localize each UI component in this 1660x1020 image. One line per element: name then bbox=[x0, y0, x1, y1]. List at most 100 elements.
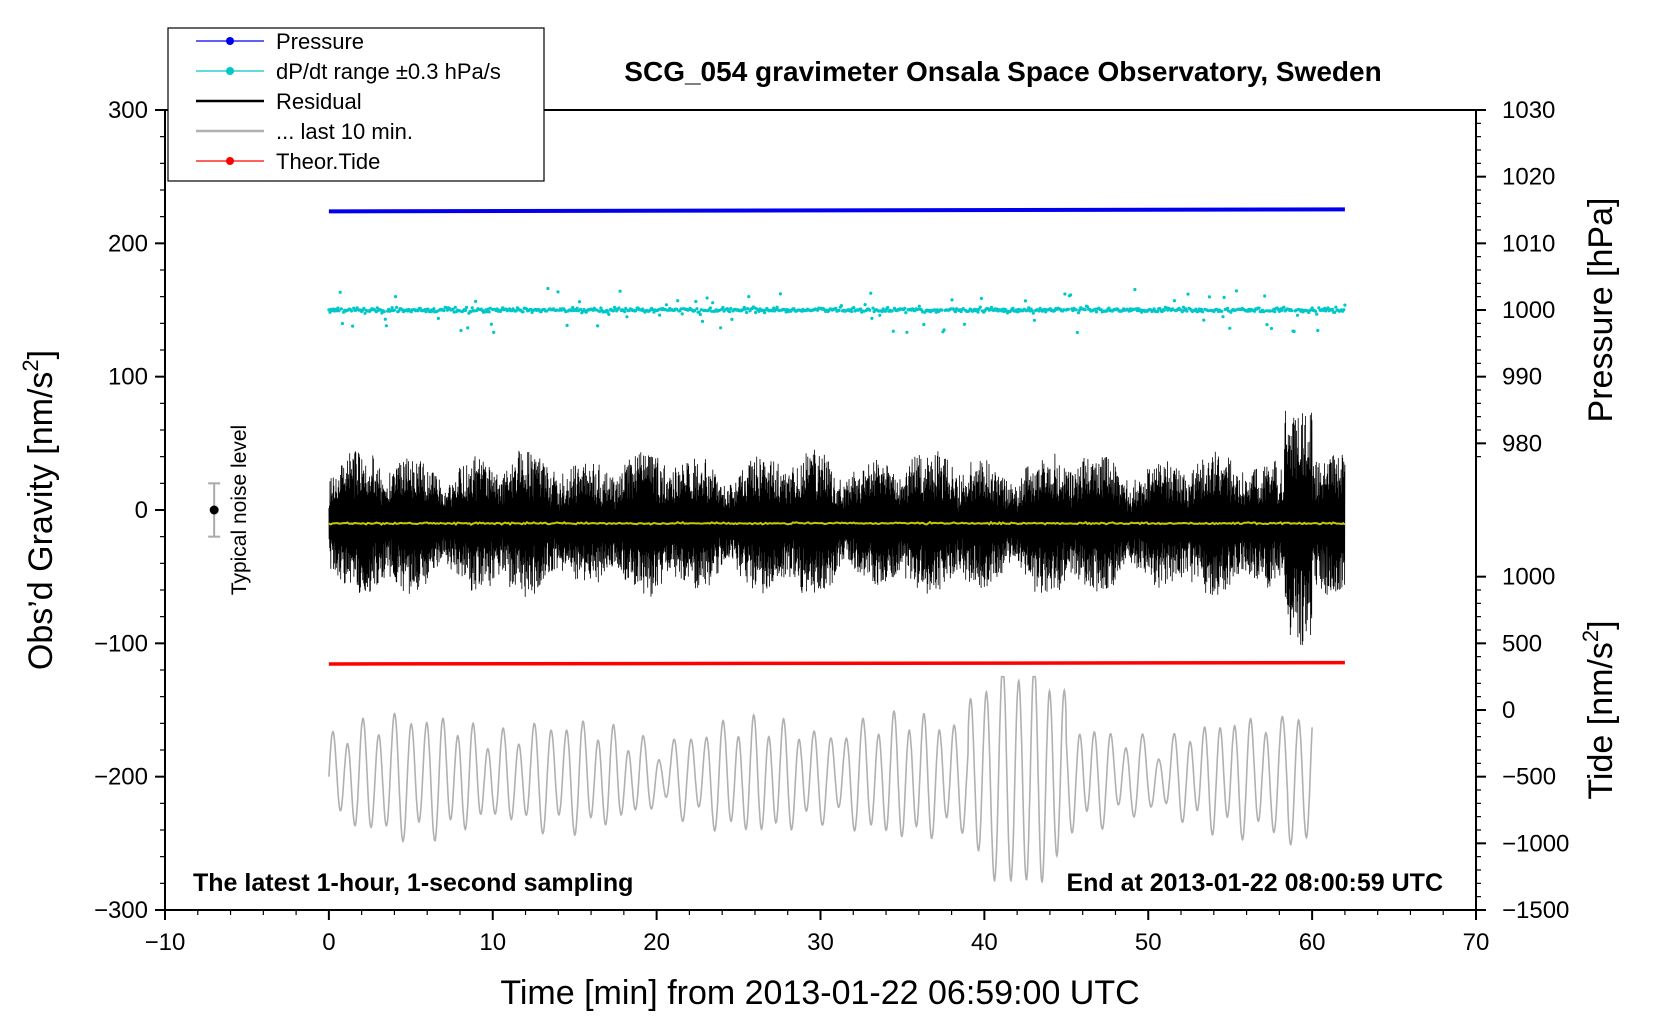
dpdt-point bbox=[1152, 307, 1156, 311]
dpdt-point bbox=[1263, 294, 1267, 298]
dpdt-point bbox=[905, 330, 909, 334]
dpdt-point bbox=[349, 309, 354, 313]
dpdt-point bbox=[1222, 295, 1226, 299]
dpdt-point bbox=[1133, 287, 1137, 292]
dpdt-point bbox=[719, 326, 723, 330]
dpdt-point bbox=[424, 310, 428, 314]
y-pressure-axis-title: Pressure [hPa] bbox=[1582, 198, 1620, 423]
legend-swatch-marker bbox=[226, 67, 234, 75]
y-tide-tick-label: −500 bbox=[1502, 764, 1556, 791]
dpdt-point bbox=[1333, 310, 1337, 314]
legend: Pressure dP/dt range ±0.3 hPa/s Residual..… bbox=[167, 27, 545, 182]
dpdt-point bbox=[729, 307, 733, 311]
dpdt-point bbox=[695, 307, 699, 311]
dpdt-point bbox=[1076, 311, 1081, 315]
dpdt-point bbox=[565, 323, 569, 327]
dpdt-point bbox=[1094, 310, 1099, 314]
dpdt-point bbox=[1234, 289, 1239, 293]
legend-label: Pressure bbox=[276, 29, 364, 54]
dpdt-point bbox=[571, 305, 575, 310]
y-left-tick-label: 100 bbox=[108, 364, 148, 391]
legend-swatch-marker bbox=[226, 37, 234, 45]
y-pressure-tick-label: 990 bbox=[1502, 364, 1542, 391]
y-pressure-tick-label: 1000 bbox=[1502, 297, 1555, 324]
dpdt-point bbox=[1063, 292, 1067, 296]
dpdt-point bbox=[618, 289, 622, 293]
dpdt-point bbox=[363, 311, 367, 315]
dpdt-point bbox=[711, 301, 715, 305]
note-left: The latest 1-hour, 1-second sampling bbox=[193, 869, 633, 897]
y-left-tick-label: 0 bbox=[135, 497, 148, 524]
x-tick-label: 50 bbox=[1135, 929, 1162, 956]
dpdt-point bbox=[1107, 306, 1111, 310]
dpdt-point bbox=[336, 306, 340, 310]
noise-indicator: Typical noise level bbox=[208, 425, 251, 595]
residual-line bbox=[328, 410, 1346, 646]
dpdt-point bbox=[679, 307, 683, 311]
dpdt-point bbox=[1201, 310, 1205, 314]
x-axis-title: Time [min] from 2013-01-22 06:59:00 UTC bbox=[500, 974, 1139, 1012]
dpdt-point bbox=[596, 324, 600, 328]
dpdt-point bbox=[953, 310, 958, 314]
x-tick-label: 60 bbox=[1299, 929, 1326, 956]
dpdt-point bbox=[1023, 299, 1027, 303]
dpdt-point bbox=[599, 306, 603, 310]
dpdt-point bbox=[949, 307, 953, 311]
dpdt-point bbox=[961, 307, 965, 311]
dpdt-point bbox=[1199, 307, 1204, 311]
dpdt-point bbox=[1202, 318, 1206, 322]
dpdt-point bbox=[694, 299, 698, 304]
dpdt-point bbox=[890, 309, 894, 313]
dpdt-point bbox=[1310, 306, 1314, 310]
y-left-tick-label: −300 bbox=[94, 897, 148, 924]
y-pressure-tick-label: 1010 bbox=[1502, 230, 1555, 257]
dpdt-point bbox=[989, 305, 994, 309]
dpdt-point bbox=[436, 316, 440, 320]
pressure-line bbox=[328, 207, 1345, 214]
dpdt-point bbox=[869, 291, 873, 295]
y-left-tick-label: 200 bbox=[108, 230, 148, 257]
dpdt-point bbox=[728, 310, 732, 314]
data-layer bbox=[327, 207, 1347, 884]
dpdt-point bbox=[362, 306, 366, 310]
theor-tide-line bbox=[328, 660, 1345, 666]
dpdt-point bbox=[492, 330, 496, 334]
dpdt-point bbox=[623, 310, 627, 314]
mean-line bbox=[328, 520, 1346, 526]
dpdt-point bbox=[545, 309, 549, 313]
dpdt-point bbox=[871, 306, 875, 310]
dpdt-point bbox=[693, 309, 697, 313]
y-tide-tick-label: −1000 bbox=[1502, 830, 1569, 857]
dpdt-point bbox=[834, 306, 838, 310]
noise-label: Typical noise level bbox=[228, 425, 251, 595]
dpdt-point bbox=[676, 299, 680, 303]
y-tide-tick-label: 1000 bbox=[1502, 564, 1555, 591]
legend-items: Pressure dP/dt range ±0.3 hPa/s Residual..… bbox=[196, 29, 501, 174]
dpdt-point bbox=[1330, 307, 1335, 311]
y-pressure-tick-label: 980 bbox=[1502, 430, 1542, 457]
y-tide-title-sup: 2 bbox=[1578, 630, 1603, 642]
dpdt-point bbox=[852, 306, 856, 310]
dpdt-point bbox=[1295, 313, 1300, 317]
chart-title: SCG_054 gravimeter Onsala Space Observat… bbox=[624, 56, 1381, 87]
dpdt-point bbox=[675, 307, 679, 311]
dpdt-point bbox=[1207, 295, 1211, 299]
dpdt-point bbox=[1265, 323, 1269, 327]
y-tide-tick-label: 500 bbox=[1502, 630, 1542, 657]
dpdt-point bbox=[942, 328, 946, 332]
dpdt-point bbox=[891, 329, 895, 333]
dpdt-point bbox=[1253, 309, 1257, 313]
dpdt-point bbox=[577, 300, 582, 304]
legend-box bbox=[167, 27, 545, 182]
dpdt-point bbox=[465, 305, 469, 309]
dpdt-point bbox=[1313, 309, 1318, 313]
dpdt-point bbox=[1342, 308, 1346, 312]
dpdt-point bbox=[555, 308, 559, 312]
dpdt-point bbox=[556, 290, 560, 294]
dpdt-point bbox=[859, 307, 863, 311]
dpdt-point bbox=[624, 306, 628, 311]
dpdt-point bbox=[746, 307, 750, 311]
dpdt-point bbox=[546, 286, 550, 291]
dpdt-point bbox=[338, 290, 342, 294]
